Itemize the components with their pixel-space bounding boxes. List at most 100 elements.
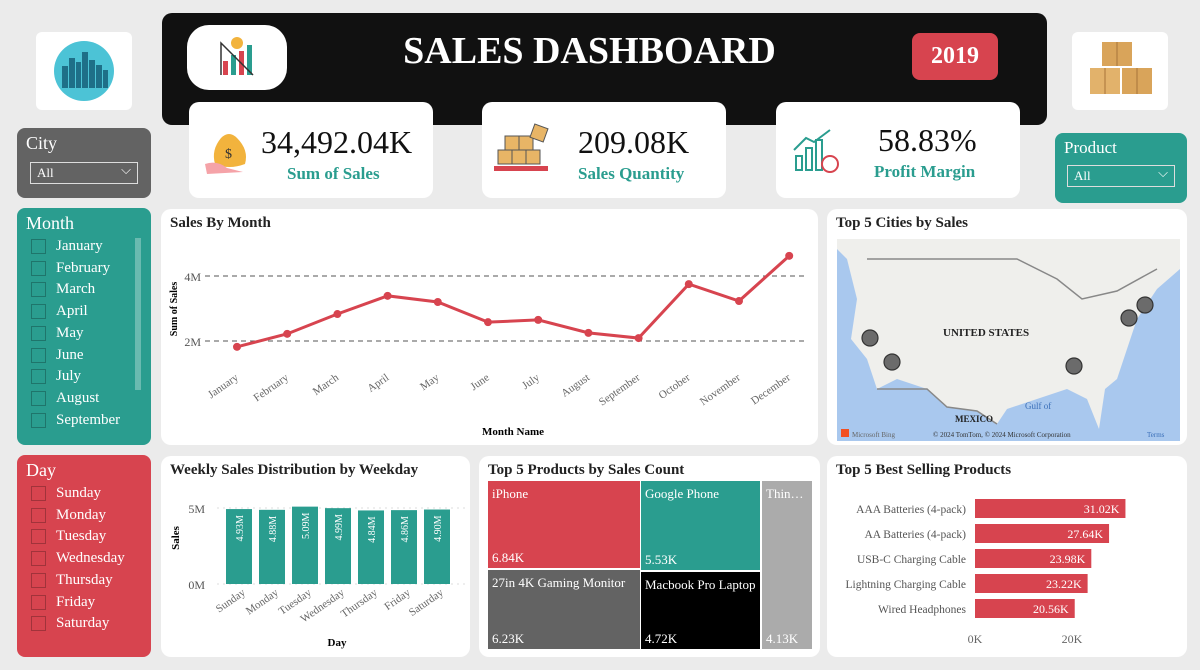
checkbox[interactable]: [31, 572, 46, 588]
month-option[interactable]: February: [31, 260, 110, 277]
x-tick-label: Thursday: [339, 586, 380, 620]
us-map[interactable]: UNITED STATES Gulf of MEXICO Microsoft B…: [837, 239, 1180, 441]
chart-title: Weekly Sales Distribution by Weekday: [170, 462, 419, 478]
y-axis-title: Sum of Sales: [169, 282, 180, 337]
gulf-label: Gulf of: [1025, 401, 1051, 411]
y-tick-label: AA Batteries (4-pack): [864, 529, 966, 541]
month-option[interactable]: March: [31, 281, 95, 298]
city-bubble[interactable]: [1120, 309, 1138, 327]
kpi-profit-margin: 58.83% Profit Margin: [776, 102, 1020, 198]
checkbox[interactable]: [31, 390, 46, 406]
day-option[interactable]: Thursday: [31, 572, 113, 589]
checkbox[interactable]: [31, 594, 46, 610]
checkbox[interactable]: [31, 616, 46, 632]
city-bubble[interactable]: [883, 353, 901, 371]
checkbox[interactable]: [31, 282, 46, 298]
treemap-tile[interactable]: Macbook Pro Laptop 4.72K: [641, 572, 760, 649]
bar: [259, 509, 285, 584]
top-products-treemap-card: Top 5 Products by Sales Count iPhone 6.84…: [479, 456, 820, 657]
city-logo: [36, 32, 132, 110]
treemap-tile[interactable]: iPhone 6.84K: [488, 481, 640, 568]
kpi-value: 34,492.04K: [261, 124, 413, 160]
bing-label: Microsoft Bing: [852, 431, 895, 439]
checkbox[interactable]: [31, 369, 46, 385]
sales-by-month-chart: 2M 4M January February March April May June July…: [169, 251, 806, 438]
bar: [975, 499, 1126, 518]
profit-chart-icon: [793, 129, 839, 173]
chart-title: Top 5 Cities by Sales: [836, 215, 968, 231]
kpi-label: Sales Quantity: [578, 164, 685, 183]
data-point: [735, 297, 743, 306]
bar-label: 4.86M: [400, 516, 411, 543]
checkbox[interactable]: [31, 304, 46, 320]
bar-label: 20.56K: [1033, 602, 1069, 616]
month-option[interactable]: May: [31, 325, 84, 342]
data-point: [684, 280, 693, 289]
data-point: [584, 328, 593, 337]
city-bubble[interactable]: [861, 329, 879, 347]
x-tick-label: May: [418, 371, 442, 393]
checkbox[interactable]: [31, 260, 46, 276]
checkbox[interactable]: [31, 486, 46, 501]
city-dropdown[interactable]: All ⌵: [30, 162, 138, 184]
checkbox[interactable]: [31, 347, 46, 363]
data-point: [283, 329, 292, 338]
bar-label: 23.22K: [1046, 577, 1082, 591]
bar-label: 4.90M: [433, 515, 444, 542]
slicer-title: City: [26, 133, 58, 153]
day-option[interactable]: Monday: [31, 507, 106, 524]
bar-label: 5.09M: [301, 513, 312, 540]
month-option[interactable]: April: [31, 303, 88, 320]
checkbox[interactable]: [31, 412, 46, 428]
month-slicer: Month January February March April May June Ju…: [17, 208, 151, 445]
x-tick-label: December: [749, 371, 793, 407]
month-option[interactable]: July: [31, 368, 81, 385]
month-scrollbar[interactable]: [135, 238, 141, 390]
boxes-pallet-icon: [494, 123, 549, 171]
checkbox[interactable]: [31, 239, 46, 254]
month-option[interactable]: June: [31, 347, 84, 364]
option-label: July: [56, 368, 82, 385]
treemap-tile[interactable]: Google Phone 5.53K: [641, 481, 760, 570]
checkbox[interactable]: [31, 551, 46, 567]
bar: [975, 599, 1075, 618]
product-dropdown[interactable]: All ⌵: [1067, 165, 1175, 187]
month-option[interactable]: September: [31, 412, 120, 429]
data-point: [333, 310, 342, 319]
tile-name: iPhone: [492, 486, 529, 501]
month-option[interactable]: August: [31, 390, 99, 407]
city-bubble[interactable]: [1136, 296, 1154, 314]
boxes-icon: [1090, 42, 1152, 94]
x-tick-label: August: [559, 372, 592, 400]
bar: [424, 509, 450, 584]
checkbox[interactable]: [31, 507, 46, 523]
terms-link[interactable]: Terms: [1147, 431, 1165, 439]
tile-name: Google Phone: [645, 486, 720, 501]
y-tick-label: AAA Batteries (4-pack): [856, 504, 966, 516]
checkbox[interactable]: [31, 325, 46, 341]
option-label: Monday: [56, 506, 106, 523]
y-tick-label: 4M: [184, 270, 201, 284]
city-bubble[interactable]: [1065, 357, 1083, 375]
bar-label: 23.98K: [1050, 552, 1086, 566]
day-option[interactable]: Sunday: [31, 485, 101, 502]
bar: [292, 506, 318, 584]
option-label: Saturday: [56, 615, 110, 632]
kpi-value: 58.83%: [878, 122, 977, 158]
checkbox[interactable]: [31, 529, 46, 545]
option-label: Wednesday: [56, 550, 125, 567]
kpi-label: Sum of Sales: [287, 164, 380, 183]
month-option[interactable]: January: [31, 238, 103, 255]
day-option[interactable]: Saturday: [31, 615, 109, 632]
treemap-tile[interactable]: 27in 4K Gaming Monitor 6.23K: [488, 570, 640, 649]
microsoft-logo-icon: [841, 429, 849, 437]
day-option[interactable]: Friday: [31, 594, 95, 611]
treemap-tile[interactable]: Thin… 4.13K: [762, 481, 812, 649]
day-option[interactable]: Tuesday: [31, 528, 106, 545]
year-badge[interactable]: 2019: [912, 33, 998, 80]
dropdown-value: All: [1074, 168, 1091, 183]
bar: [358, 510, 384, 584]
option-label: Thursday: [56, 571, 113, 588]
day-option[interactable]: Wednesday: [31, 550, 125, 567]
dashboard-title: SALES DASHBOARD: [403, 30, 776, 72]
